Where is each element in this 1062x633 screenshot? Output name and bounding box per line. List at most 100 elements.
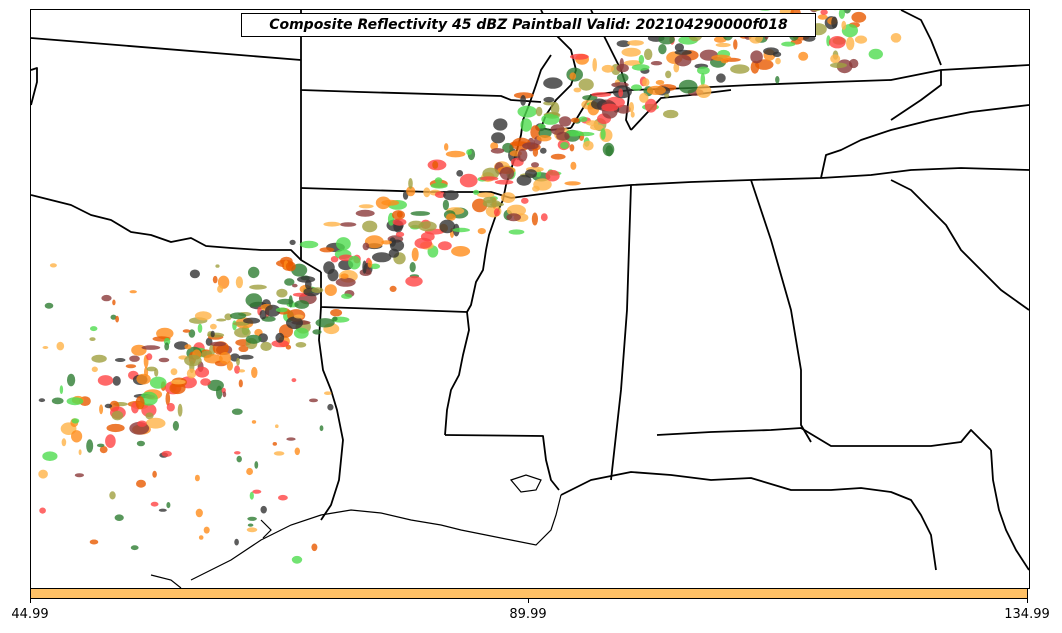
reflectivity-blob xyxy=(423,187,431,198)
reflectivity-blob xyxy=(616,73,629,83)
reflectivity-blob xyxy=(451,246,471,257)
reflectivity-blob xyxy=(868,48,883,60)
reflectivity-blob xyxy=(231,408,243,415)
reflectivity-blob xyxy=(540,147,547,154)
reflectivity-blob xyxy=(67,373,76,387)
reflectivity-blob xyxy=(414,237,433,249)
reflectivity-blob xyxy=(161,450,172,457)
colorbar xyxy=(30,588,1028,599)
reflectivity-blob xyxy=(276,288,288,298)
reflectivity-blob xyxy=(91,366,98,373)
reflectivity-blob xyxy=(838,10,845,19)
reflectivity-blob xyxy=(265,304,281,317)
reflectivity-blob xyxy=(197,323,203,333)
reflectivity-blob xyxy=(658,44,667,55)
reflectivity-blob xyxy=(327,268,339,282)
reflectivity-blob xyxy=(630,111,635,118)
reflectivity-blob xyxy=(759,10,771,11)
reflectivity-blob xyxy=(367,259,373,268)
reflectivity-blob xyxy=(490,142,499,150)
reflectivity-blob xyxy=(186,368,197,379)
map-panel xyxy=(30,9,1030,589)
reflectivity-blob xyxy=(558,116,572,127)
reflectivity-blob xyxy=(238,354,254,360)
reflectivity-blob xyxy=(285,261,296,272)
reflectivity-blob xyxy=(502,142,514,153)
reflectivity-blob xyxy=(644,98,658,113)
reflectivity-blob xyxy=(129,355,140,362)
reflectivity-blob xyxy=(247,523,254,527)
reflectivity-blob xyxy=(582,95,598,101)
reflectivity-blob xyxy=(506,204,526,217)
reflectivity-blob xyxy=(293,314,304,319)
reflectivity-blob xyxy=(44,302,54,309)
reflectivity-blob xyxy=(145,412,154,420)
reflectivity-blob xyxy=(642,78,650,87)
reflectivity-blob xyxy=(483,196,496,204)
reflectivity-blob xyxy=(137,420,147,427)
reflectivity-blob xyxy=(499,167,515,180)
reflectivity-blob xyxy=(104,403,113,409)
reflectivity-blob xyxy=(286,316,303,330)
reflectivity-blob xyxy=(490,148,505,154)
reflectivity-blob xyxy=(158,357,170,363)
reflectivity-blob xyxy=(66,397,84,406)
colorbar-tick-mark xyxy=(30,599,31,603)
reflectivity-blob xyxy=(389,237,396,247)
reflectivity-blob xyxy=(254,461,259,469)
reflectivity-blob xyxy=(112,376,121,386)
reflectivity-blob xyxy=(750,60,760,74)
reflectivity-blob xyxy=(616,40,631,48)
reflectivity-blob xyxy=(591,92,612,97)
reflectivity-blob xyxy=(631,84,642,91)
reflectivity-blob xyxy=(715,42,731,48)
reflectivity-blob xyxy=(655,80,665,85)
reflectivity-blob xyxy=(508,229,525,235)
reflectivity-blob xyxy=(236,455,242,463)
reflectivity-blob xyxy=(494,179,514,185)
reflectivity-blob xyxy=(234,451,241,455)
reflectivity-blob xyxy=(99,404,104,415)
reflectivity-blob xyxy=(775,76,780,84)
reflectivity-blob xyxy=(493,118,508,131)
reflectivity-blob xyxy=(639,92,649,103)
reflectivity-blob xyxy=(56,341,65,351)
reflectivity-blob xyxy=(854,35,868,44)
reflectivity-blob xyxy=(312,329,322,335)
reflectivity-blob xyxy=(212,275,218,284)
reflectivity-blob xyxy=(245,293,263,308)
reflectivity-blob xyxy=(114,358,126,362)
reflectivity-blob xyxy=(145,417,166,429)
reflectivity-blob xyxy=(550,102,560,116)
title-box: Composite Reflectivity 45 dBZ Paintball … xyxy=(241,13,816,37)
reflectivity-blob xyxy=(500,192,516,204)
reflectivity-blob xyxy=(106,423,125,433)
reflectivity-blob xyxy=(673,62,680,73)
reflectivity-blob xyxy=(247,516,257,521)
reflectivity-blob xyxy=(811,10,821,12)
reflectivity-blob xyxy=(843,10,851,14)
reflectivity-blob xyxy=(522,142,539,150)
reflectivity-blob xyxy=(109,491,116,500)
reflectivity-blob xyxy=(150,501,159,507)
reflectivity-blob xyxy=(772,51,782,57)
reflectivity-blob xyxy=(165,392,171,406)
reflectivity-blob xyxy=(362,260,367,274)
gulf-coastline xyxy=(150,474,562,588)
reflectivity-blob xyxy=(849,58,859,69)
reflectivity-blob xyxy=(90,326,98,332)
reflectivity-blob xyxy=(392,210,405,220)
reflectivity-blob xyxy=(517,105,537,118)
reflectivity-blob xyxy=(716,73,726,83)
reflectivity-blob xyxy=(578,78,594,91)
reflectivity-blob xyxy=(195,508,203,518)
reflectivity-blob xyxy=(114,514,124,521)
reflectivity-blob xyxy=(348,255,361,270)
reflectivity-blob xyxy=(750,50,763,64)
chart-title: Composite Reflectivity 45 dBZ Paintball … xyxy=(269,17,788,33)
reflectivity-blob xyxy=(189,269,200,279)
reflectivity-blob xyxy=(234,365,241,374)
reflectivity-blob xyxy=(226,361,233,371)
reflectivity-blob xyxy=(222,391,227,398)
reflectivity-blob xyxy=(210,323,217,330)
